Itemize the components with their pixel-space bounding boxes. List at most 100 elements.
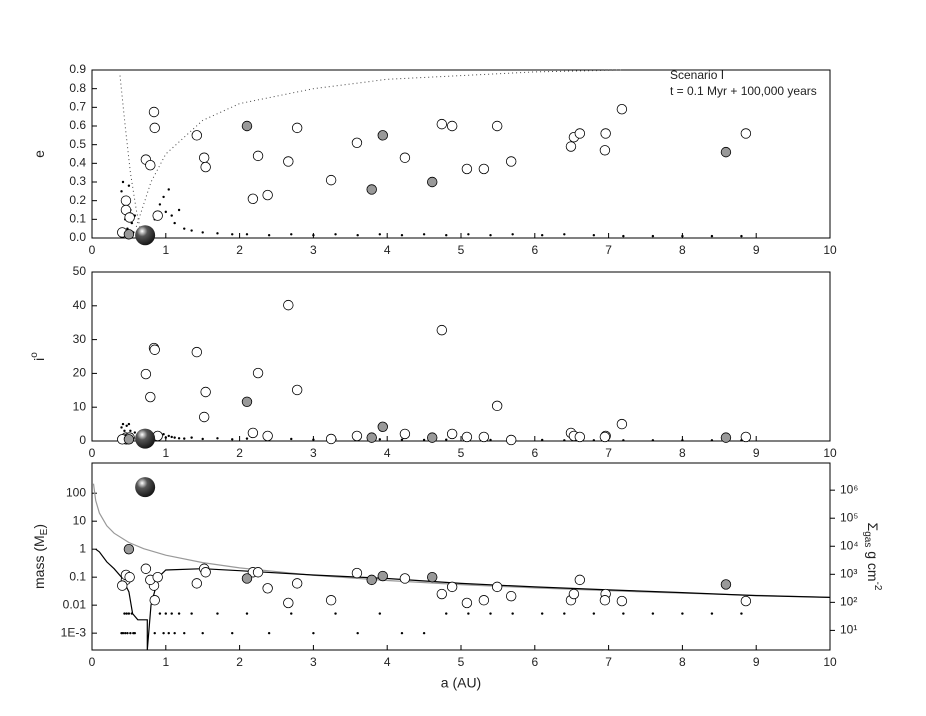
curve	[135, 69, 624, 227]
y2-tick-label: 10³	[840, 566, 857, 580]
x-tick-label: 2	[236, 655, 243, 669]
planetesimal	[162, 433, 165, 436]
embryo	[252, 367, 264, 379]
curve	[119, 75, 143, 239]
giant-planet	[135, 428, 156, 449]
embryo	[574, 431, 586, 443]
planetesimal	[162, 631, 165, 635]
planetesimal	[123, 612, 126, 615]
x-tick-label: 1	[162, 655, 169, 669]
embryo	[740, 595, 752, 607]
planetesimal	[334, 612, 337, 615]
planetesimal	[445, 438, 448, 441]
planetesimal	[130, 221, 134, 225]
x-tick-label: 6	[531, 243, 538, 257]
embryo	[191, 578, 202, 589]
planetesimal	[511, 233, 514, 236]
plot-frame	[91, 462, 831, 651]
embryo	[366, 432, 377, 443]
y-tick-label: 40	[73, 298, 87, 312]
y-tick-label: 0.7	[69, 100, 86, 114]
planetesimal	[540, 612, 544, 615]
planetesimal	[245, 612, 249, 615]
embryo	[200, 161, 211, 173]
embryo	[149, 344, 160, 355]
y-tick-label: 0.5	[69, 137, 86, 151]
x-tick-label: 1	[162, 446, 169, 460]
planetesimal	[710, 612, 714, 615]
planetesimal	[651, 439, 655, 442]
planetesimal	[164, 436, 167, 439]
planetesimal	[489, 612, 492, 615]
embryo	[446, 428, 458, 440]
planetesimal	[167, 434, 170, 438]
planetesimal	[173, 631, 176, 635]
x-tick-label: 8	[679, 446, 686, 460]
planetesimal	[190, 612, 193, 615]
embryo	[241, 396, 253, 407]
embryo	[740, 431, 752, 443]
x-tick-label: 6	[531, 655, 538, 669]
x-tick-label: 8	[679, 655, 686, 669]
planetesimal	[740, 234, 743, 238]
planetesimal	[170, 214, 173, 217]
planetesimal	[164, 612, 167, 615]
embryo	[241, 573, 253, 584]
embryo	[351, 137, 363, 149]
embryo	[247, 193, 259, 205]
planetesimal	[540, 438, 544, 442]
embryo	[436, 324, 448, 336]
planetesimal	[153, 631, 156, 635]
embryo	[720, 432, 732, 443]
planetesimal	[651, 234, 655, 238]
embryo	[152, 210, 163, 221]
planetesimal	[681, 612, 684, 615]
embryo	[377, 130, 388, 141]
y2-tick-label: 10⁴	[840, 538, 859, 552]
embryo	[366, 184, 377, 195]
embryo	[491, 581, 503, 593]
planetesimal	[489, 234, 492, 237]
embryo	[461, 597, 473, 609]
planetesimal	[290, 437, 293, 441]
x-tick-label: 10	[823, 446, 837, 460]
embryo	[200, 386, 211, 398]
y-tick-label: 0.6	[69, 118, 86, 132]
x-tick-label: 1	[162, 243, 169, 257]
embryo	[427, 432, 438, 443]
y-tick-label: 0.9	[69, 62, 86, 76]
y-tick-label: 0.4	[69, 156, 86, 170]
x-tick-label: 2	[236, 446, 243, 460]
embryo	[436, 118, 448, 130]
y-tick-label: 0.3	[69, 174, 86, 188]
x-tick-label: 4	[384, 446, 391, 460]
embryo	[123, 434, 135, 445]
planetesimal	[400, 438, 404, 441]
planetesimal	[158, 612, 162, 615]
embryo	[399, 573, 411, 584]
embryo	[145, 159, 156, 171]
y-tick-label: 1	[79, 541, 86, 555]
embryo	[461, 431, 473, 443]
planetesimal	[164, 210, 167, 214]
embryo	[740, 128, 752, 139]
embryo	[478, 163, 490, 175]
x-tick-label: 9	[753, 446, 760, 460]
planetesimal	[190, 229, 193, 232]
planetesimal	[120, 190, 123, 193]
planetesimal	[121, 631, 125, 635]
y-axis-label-part: )	[31, 524, 47, 529]
x-tick-label: 0	[89, 446, 96, 460]
planetesimal	[422, 631, 426, 635]
planetesimal	[511, 612, 514, 615]
y2-axis-label-part: g cm	[865, 547, 881, 581]
embryo	[247, 427, 259, 439]
planetesimal	[467, 612, 470, 615]
x-tick-label: 10	[823, 243, 837, 257]
y2-axis-label-part: Σ	[865, 523, 881, 532]
embryo	[140, 563, 152, 574]
planetesimal	[592, 439, 596, 442]
embryo	[120, 195, 132, 206]
embryo	[399, 152, 411, 163]
planetesimal	[201, 631, 204, 635]
